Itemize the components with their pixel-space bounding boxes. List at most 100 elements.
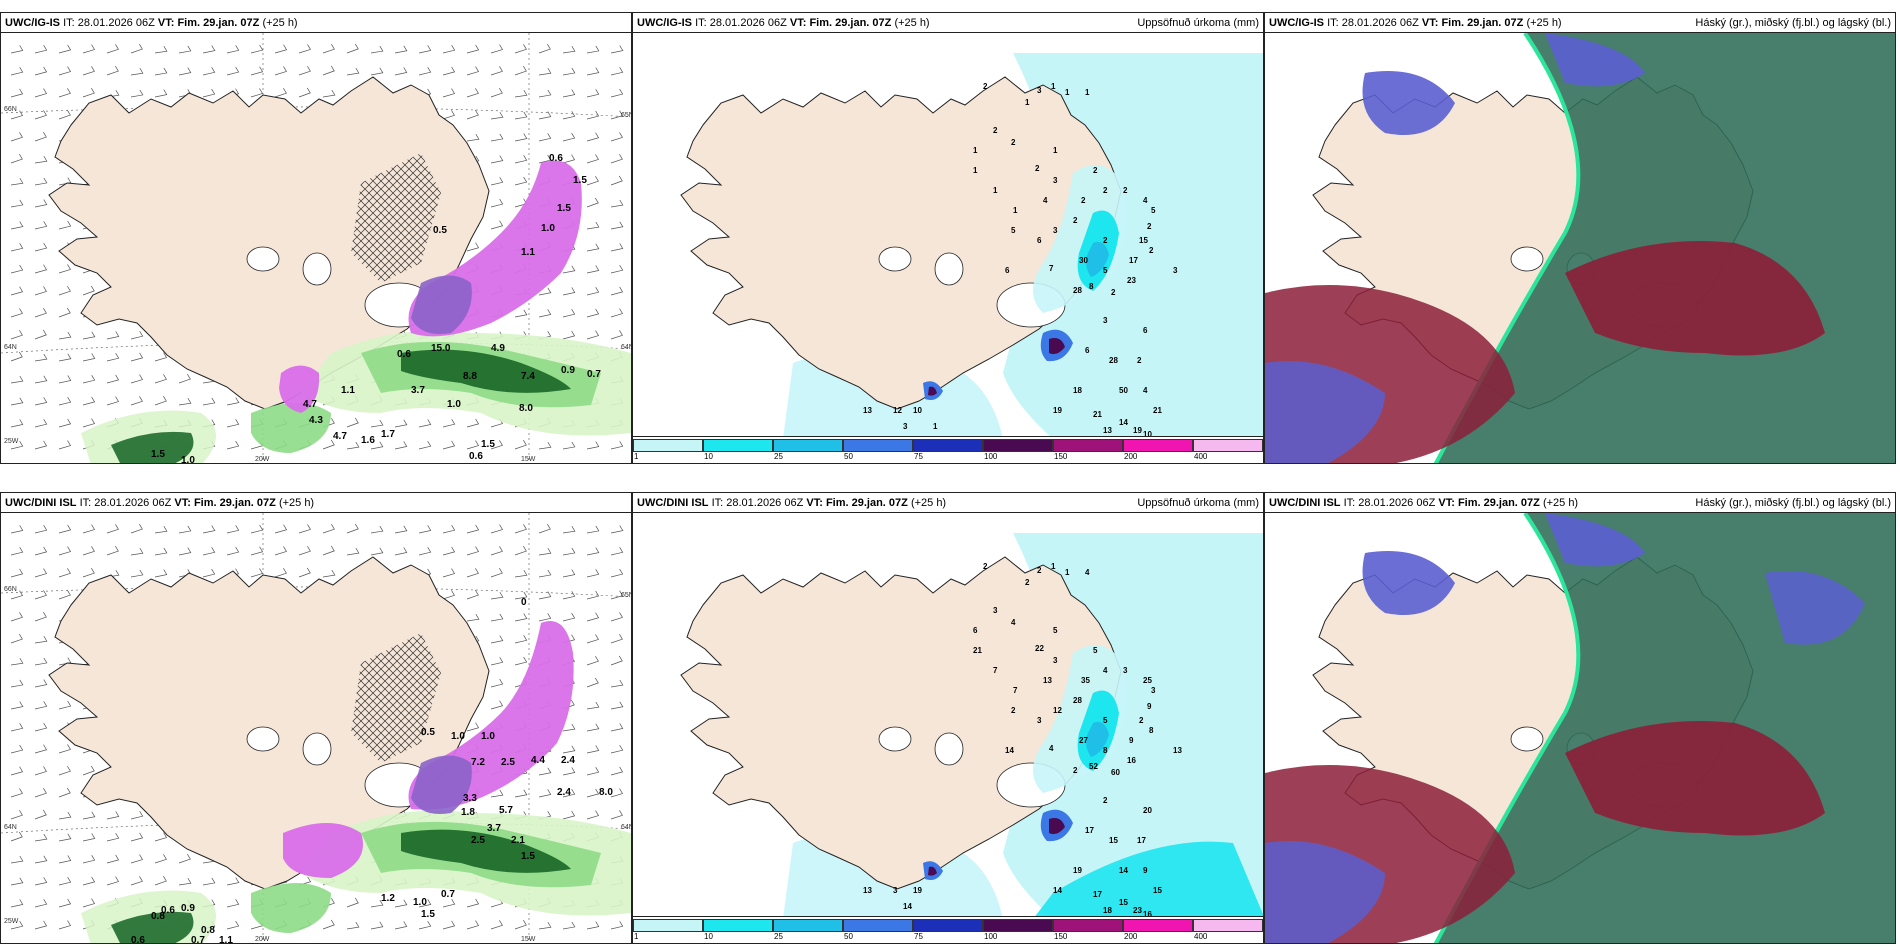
precip-value-label: 1.7 [381, 429, 395, 440]
wind-barb [10, 701, 24, 710]
wind-barb [418, 546, 432, 556]
wind-barb [610, 45, 624, 54]
wind-barb [322, 65, 335, 76]
precip-value-label: 22 [1035, 644, 1044, 653]
precip-value-label: 3.7 [487, 823, 501, 834]
wind-barb [58, 898, 72, 908]
wind-barb [82, 87, 95, 98]
wind-barb [10, 329, 23, 340]
wind-barb [514, 613, 528, 622]
wind-barb [58, 440, 72, 450]
precip-value-label: 8.0 [599, 787, 613, 798]
wind-barb [514, 133, 528, 142]
precip-value-label: 6 [1085, 346, 1090, 355]
wind-barb [10, 723, 24, 732]
colorbar-tick-label: 25 [774, 932, 783, 941]
precip-value-label: 2 [1149, 246, 1154, 255]
precip-mid-green [251, 403, 331, 453]
precip-value-label: 1.5 [557, 203, 571, 214]
wind-barb [82, 396, 96, 406]
wind-barb [562, 745, 576, 754]
wind-barb [418, 899, 432, 908]
precip-25-50mm [1086, 241, 1109, 277]
wind-barb [586, 766, 600, 776]
wind-barb [466, 109, 479, 120]
wind-barb [10, 397, 24, 406]
precip-value-label: 19 [1133, 426, 1142, 435]
map-area[interactable] [1265, 513, 1895, 943]
precip-value-label: 0.5 [433, 225, 447, 236]
wind-barb [34, 590, 47, 600]
precip-value-label: 1 [1051, 82, 1056, 91]
precip-value-label: 1 [1013, 206, 1018, 215]
wind-barb [586, 308, 600, 318]
wind-barb [394, 67, 408, 76]
wind-barb [154, 547, 168, 556]
wind-barb [586, 45, 600, 54]
precip-value-label: 8 [1149, 726, 1154, 735]
map-area[interactable]: 0.6 1.5 1.5 1.0 0.5 1.1 15.0 4.9 0.6 8.8 7.4 0.9 0.7… [1, 33, 631, 463]
wind-barb [610, 679, 624, 688]
wind-barb [322, 919, 335, 930]
precip-value-label: 3.3 [463, 793, 477, 804]
precip-value-label: 10 [1143, 430, 1152, 439]
wind-barb [58, 375, 72, 384]
precip-value-label: 2 [1093, 166, 1098, 175]
map-area[interactable]: 2 1 3 1 1 1 2 2 1 1 1 2 3 2 1 4 2 2 5 6 2 1 3 2 4 5 2 2 15 2 3 6 30 5 17 7 8… [633, 33, 1263, 463]
wind-barb [610, 612, 623, 622]
precip-value-label: 0.8 [151, 911, 165, 922]
wind-barb [34, 440, 48, 450]
wind-barb [586, 921, 600, 930]
wind-barb [394, 45, 408, 54]
precip-value-label: 2 [1137, 356, 1142, 365]
wind-barb [34, 242, 48, 252]
wind-barb [538, 789, 552, 798]
wind-barb [442, 524, 456, 534]
wind-barb [538, 613, 552, 622]
precip-violet-core [411, 275, 472, 334]
precip-value-label: 4.4 [531, 755, 545, 766]
wind-barb [610, 110, 624, 120]
wind-barb [58, 744, 71, 754]
wind-barb [610, 568, 624, 578]
wind-barb [538, 133, 552, 142]
map-area[interactable]: 0 0.5 1.0 1.0 2.5 4.4 3.3 5.7 2.4 8.0 7.2 2.4 1.8 2.5… [1, 513, 631, 943]
wind-barb [58, 177, 72, 186]
wind-barb [586, 243, 600, 252]
wind-barb [466, 242, 480, 252]
map-area[interactable]: 2 2 2 1 1 4 3 4 6 5 21 22 3 5 7 13 35 4 2 3 3 7 12 28 25 3 9 5 2 8 13 1… [633, 513, 1263, 943]
precip-value-label: 5 [1103, 266, 1108, 275]
wind-barb [298, 524, 311, 534]
wind-barb [130, 876, 143, 886]
map-area[interactable] [1265, 33, 1895, 463]
wind-barb [610, 441, 624, 450]
wind-barb [610, 655, 623, 666]
wind-barb [130, 330, 144, 340]
wind-barb [154, 46, 168, 54]
precip-value-label: 5 [1103, 716, 1108, 725]
wind-barb [58, 876, 72, 886]
wind-barb [514, 44, 527, 54]
precip-value-label: 3 [1053, 176, 1058, 185]
precip-value-label: 4 [1049, 744, 1054, 753]
panel-top-left: UWC/IG-IS IT: 28.01.2026 06Z VT: Fim. 29… [0, 12, 632, 464]
wind-barb [610, 744, 624, 754]
wind-barb [82, 331, 96, 340]
precip-value-label: 0.6 [397, 349, 411, 360]
wind-barb [562, 89, 576, 98]
panel-title: UWC/DINI ISL IT: 28.01.2026 06Z VT: Fim.… [5, 496, 315, 509]
precip-value-label: 0.6 [549, 153, 563, 164]
wind-barb [130, 43, 143, 54]
precip-value-label: 6 [1005, 266, 1010, 275]
precip-value-label: 0.6 [469, 451, 483, 462]
wind-barb [58, 307, 71, 318]
precip-value-label: 1 [1085, 88, 1090, 97]
wind-barb [298, 87, 311, 98]
wind-barb [418, 419, 432, 428]
wind-barb [610, 221, 624, 230]
cloud-cover-map [1265, 513, 1895, 943]
colorbar-swatch [913, 919, 983, 932]
precip-value-label: 3 [1037, 716, 1042, 725]
precip-value-label: 0.8 [201, 925, 215, 936]
wind-barb [562, 111, 576, 120]
